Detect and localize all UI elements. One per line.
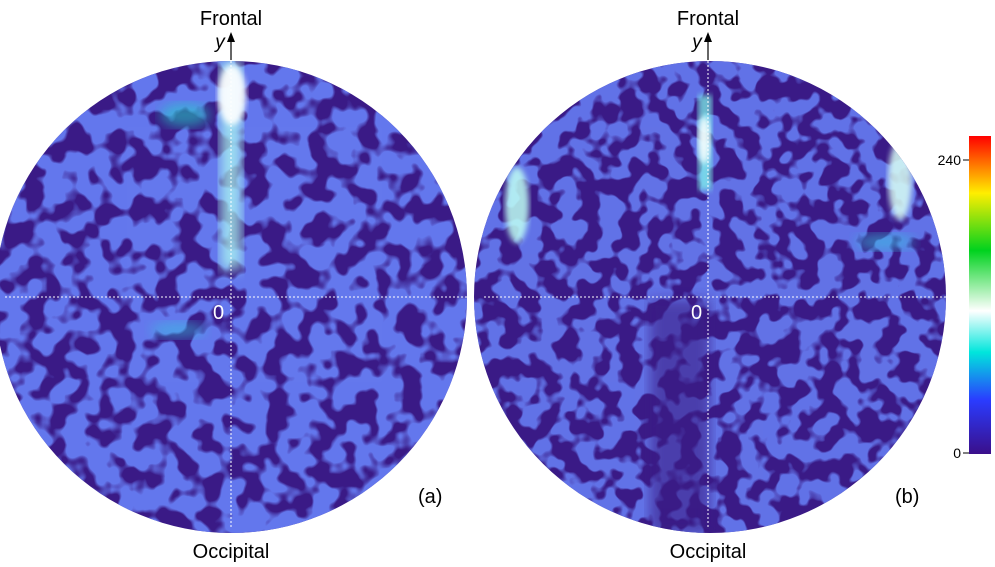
colorbar-gradient xyxy=(969,136,991,454)
colorbar-max-label: 240 xyxy=(938,152,962,168)
panel-b: Frontal y 0 (b) Occipital xyxy=(474,8,949,563)
panel-b-origin-label: 0 xyxy=(691,302,702,324)
panel-b-occipital-label: Occipital xyxy=(670,541,747,563)
panel-a-y-label: y xyxy=(213,32,226,53)
panel-b-hotspot-right xyxy=(888,140,912,220)
colorbar-min-label: 0 xyxy=(953,445,961,461)
panel-a: Frontal y 0 (a) Occipital xyxy=(0,8,476,563)
panel-b-panel-label: (b) xyxy=(895,486,919,508)
panel-a-origin-label: 0 xyxy=(213,302,224,324)
panel-b-frontal-label: Frontal xyxy=(677,8,739,30)
panel-b-hotspot-left xyxy=(505,167,529,243)
panel-b-arrowhead xyxy=(704,32,712,42)
panel-b-y-label: y xyxy=(690,32,703,53)
panel-a-frontal-label: Frontal xyxy=(200,8,262,30)
panel-a-occipital-label: Occipital xyxy=(193,541,270,563)
colorbar: 240 0 xyxy=(938,136,991,461)
panel-a-panel-label: (a) xyxy=(418,486,442,508)
panel-a-arrowhead xyxy=(227,32,235,42)
